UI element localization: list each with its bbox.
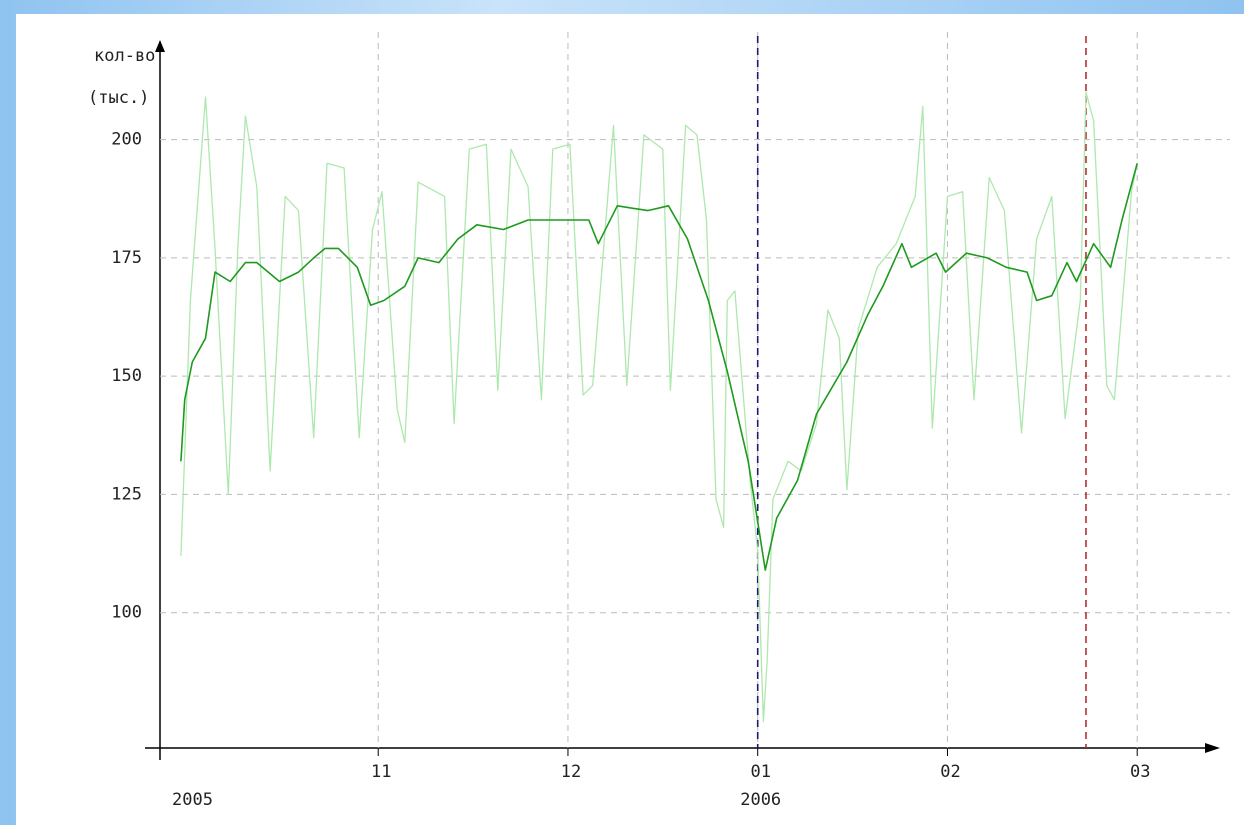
y-tick-label: 150 xyxy=(111,366,142,386)
x-tick-label: 03 xyxy=(1130,762,1150,782)
x-tick-label: 02 xyxy=(940,762,960,782)
x-tick-label: 01 xyxy=(750,762,770,782)
x-tick-label: 11 xyxy=(371,762,391,782)
series-line xyxy=(180,163,1138,571)
y-arrow xyxy=(155,40,165,52)
y-tick-label: 175 xyxy=(111,248,142,268)
y-tick-label: 100 xyxy=(111,603,142,623)
series-line xyxy=(180,91,1138,723)
y-axis-label: кол-во xyxy=(94,46,155,66)
year-label: 2005 xyxy=(172,790,213,810)
year-label: 2006 xyxy=(740,790,781,810)
panel xyxy=(16,14,1244,825)
y-tick-label: 125 xyxy=(111,484,142,504)
y-tick-label: 200 xyxy=(111,130,142,150)
x-arrow xyxy=(1205,743,1220,753)
x-tick-label: 12 xyxy=(561,762,581,782)
y-axis-label: (тыс.) xyxy=(88,88,149,108)
